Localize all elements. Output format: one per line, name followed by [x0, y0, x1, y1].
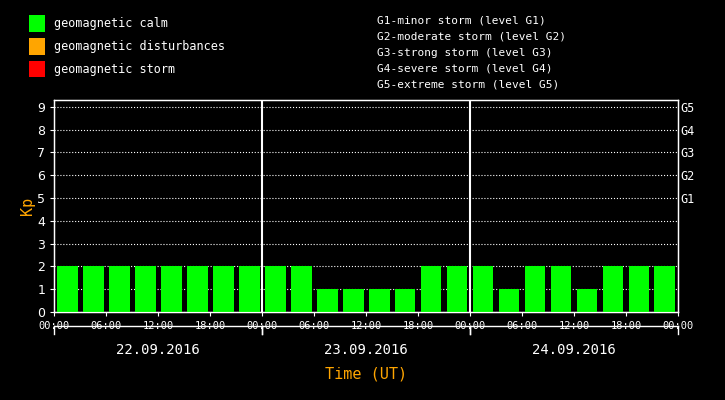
Bar: [291, 266, 312, 312]
Bar: [447, 266, 468, 312]
Bar: [550, 266, 571, 312]
Text: G3-strong storm (level G3): G3-strong storm (level G3): [377, 48, 552, 58]
Bar: [265, 266, 286, 312]
Bar: [109, 266, 130, 312]
Bar: [317, 289, 338, 312]
Text: G2-moderate storm (level G2): G2-moderate storm (level G2): [377, 32, 566, 42]
Text: G1-minor storm (level G1): G1-minor storm (level G1): [377, 16, 546, 26]
Text: geomagnetic disturbances: geomagnetic disturbances: [54, 40, 225, 53]
Bar: [135, 266, 156, 312]
Bar: [499, 289, 519, 312]
Text: 23.09.2016: 23.09.2016: [324, 343, 408, 357]
Text: geomagnetic storm: geomagnetic storm: [54, 62, 175, 76]
Bar: [213, 266, 233, 312]
Bar: [239, 266, 260, 312]
Bar: [525, 266, 545, 312]
Bar: [83, 266, 104, 312]
Y-axis label: Kp: Kp: [20, 197, 35, 215]
Bar: [29, 61, 45, 77]
Bar: [29, 15, 45, 32]
Bar: [576, 289, 597, 312]
Bar: [394, 289, 415, 312]
Text: G4-severe storm (level G4): G4-severe storm (level G4): [377, 64, 552, 74]
Bar: [343, 289, 363, 312]
Bar: [655, 266, 675, 312]
Text: 22.09.2016: 22.09.2016: [117, 343, 200, 357]
Text: geomagnetic calm: geomagnetic calm: [54, 17, 167, 30]
Text: Time (UT): Time (UT): [325, 366, 407, 382]
Bar: [629, 266, 650, 312]
Bar: [29, 38, 45, 54]
Bar: [420, 266, 442, 312]
Bar: [369, 289, 389, 312]
Text: 24.09.2016: 24.09.2016: [532, 343, 616, 357]
Bar: [602, 266, 624, 312]
Bar: [473, 266, 494, 312]
Bar: [161, 266, 182, 312]
Text: G5-extreme storm (level G5): G5-extreme storm (level G5): [377, 80, 559, 90]
Bar: [187, 266, 207, 312]
Bar: [57, 266, 78, 312]
